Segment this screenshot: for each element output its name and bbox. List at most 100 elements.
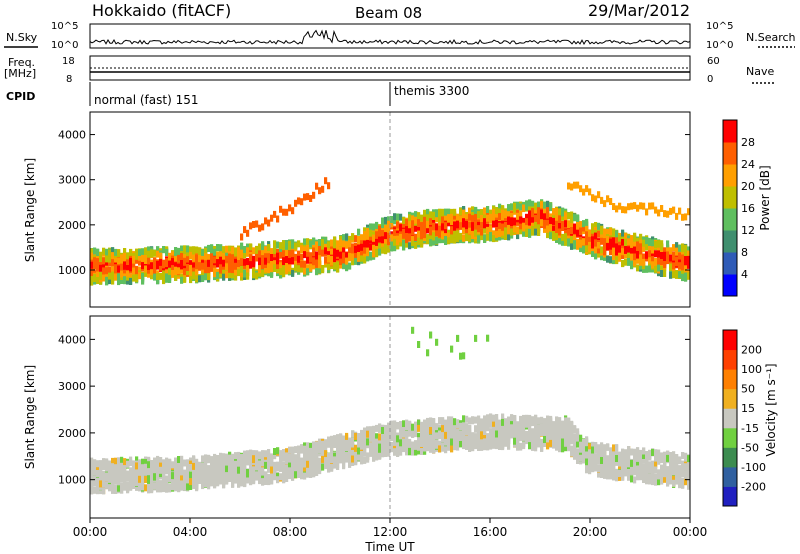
velocity-cell bbox=[369, 427, 373, 435]
power-cell bbox=[684, 273, 688, 281]
power-cell bbox=[405, 240, 409, 248]
velocity-cell bbox=[522, 419, 526, 427]
power-cell bbox=[435, 210, 439, 218]
velocity-cell bbox=[201, 455, 205, 463]
power-cell bbox=[327, 263, 331, 271]
velocity-cell bbox=[441, 417, 445, 425]
power-cell bbox=[327, 251, 331, 259]
velocity-cell bbox=[297, 471, 301, 478]
power-cell bbox=[546, 219, 550, 227]
velocity-cell bbox=[177, 485, 181, 493]
velocity-cell bbox=[522, 433, 526, 441]
power-cell bbox=[513, 220, 517, 228]
velocity-cell bbox=[408, 448, 412, 456]
velocity-cell bbox=[267, 449, 271, 456]
power-cell bbox=[483, 215, 487, 223]
power-cell bbox=[444, 208, 448, 216]
power-cell bbox=[258, 243, 262, 251]
power-cell bbox=[183, 268, 187, 276]
power-cell bbox=[639, 252, 643, 260]
velocity-cell bbox=[363, 447, 367, 455]
velocity-cell bbox=[111, 457, 115, 465]
power-cell bbox=[201, 262, 205, 270]
power-cell bbox=[633, 259, 637, 267]
power-cell bbox=[552, 212, 556, 220]
velocity-cell bbox=[513, 426, 517, 434]
power-cell bbox=[318, 239, 322, 246]
power-cell bbox=[591, 241, 595, 249]
velocity-cell bbox=[207, 454, 211, 462]
power-cell bbox=[273, 264, 277, 272]
power-cell bbox=[507, 227, 511, 235]
velocity-cell bbox=[483, 443, 487, 451]
power-cell bbox=[570, 211, 574, 219]
power-cell bbox=[282, 259, 286, 267]
power-cell bbox=[600, 253, 604, 261]
velocity-cell bbox=[381, 427, 385, 434]
power-cell bbox=[552, 223, 556, 231]
velocity-cell bbox=[156, 465, 160, 473]
velocity-cell bbox=[309, 466, 313, 474]
power-cell bbox=[225, 245, 229, 253]
power-cell bbox=[672, 262, 676, 270]
velocity-cell bbox=[354, 456, 358, 464]
power-cell bbox=[354, 245, 358, 253]
velocity-cell bbox=[360, 456, 364, 464]
velocity-cell bbox=[411, 423, 415, 431]
power-cell bbox=[507, 221, 511, 229]
velocity-cell bbox=[129, 477, 133, 485]
velocity-cell bbox=[189, 464, 193, 471]
freq-tick-top: 18 bbox=[62, 56, 75, 67]
power-cell bbox=[666, 210, 670, 218]
velocity-cell bbox=[471, 440, 475, 448]
power-cell bbox=[678, 244, 682, 252]
freq-panel: Freq. [MHz] 18 8 60 0 Nave bbox=[4, 55, 776, 85]
velocity-cell bbox=[180, 455, 184, 463]
power-cell bbox=[390, 234, 394, 242]
velocity-cell bbox=[261, 474, 265, 482]
velocity-cell bbox=[126, 460, 130, 468]
power-cell bbox=[216, 259, 220, 267]
velocity-cell bbox=[300, 470, 304, 478]
power-cell bbox=[687, 246, 691, 254]
power-cell bbox=[219, 252, 223, 260]
velocity-cell bbox=[204, 465, 208, 472]
velocity-cell bbox=[279, 459, 283, 467]
velocity-cell bbox=[468, 417, 472, 425]
velocity-cell bbox=[387, 448, 391, 456]
velocity-cell bbox=[105, 472, 109, 480]
velocity-cell bbox=[207, 482, 211, 490]
velocity-cell bbox=[462, 428, 466, 436]
power-cell bbox=[639, 258, 643, 266]
power-cell bbox=[366, 228, 370, 235]
power-cell bbox=[105, 276, 109, 284]
power-cell bbox=[165, 266, 169, 274]
power-cell bbox=[615, 245, 619, 253]
velocity-cell bbox=[117, 459, 121, 467]
velocity-cell bbox=[279, 464, 283, 472]
velocity-cell bbox=[501, 441, 505, 449]
power-cell bbox=[204, 253, 208, 261]
power-cell bbox=[330, 245, 334, 252]
power-cell bbox=[417, 237, 421, 245]
power-cell bbox=[180, 262, 184, 270]
velocity-cell bbox=[453, 438, 457, 446]
power-cell bbox=[210, 260, 214, 268]
power-cell bbox=[333, 255, 337, 263]
velocity-cell bbox=[180, 461, 184, 469]
velocity-cell bbox=[417, 424, 421, 432]
power-cell bbox=[363, 240, 367, 248]
power-cell bbox=[162, 277, 166, 285]
power-cell bbox=[99, 264, 103, 272]
power-cell bbox=[135, 256, 139, 264]
power-cell bbox=[393, 228, 397, 236]
power-cell bbox=[249, 254, 253, 262]
power-cell bbox=[297, 240, 301, 248]
power-cell bbox=[240, 242, 244, 250]
velocity-cell bbox=[291, 458, 295, 466]
velocity-cell bbox=[255, 456, 259, 464]
power-cell bbox=[531, 226, 535, 234]
velocity-cell bbox=[318, 446, 322, 454]
velocity-cell bbox=[99, 487, 103, 495]
power-cell bbox=[276, 215, 280, 223]
